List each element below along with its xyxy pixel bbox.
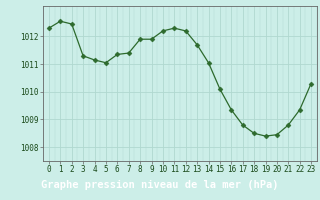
Text: Graphe pression niveau de la mer (hPa): Graphe pression niveau de la mer (hPa) <box>41 180 279 190</box>
